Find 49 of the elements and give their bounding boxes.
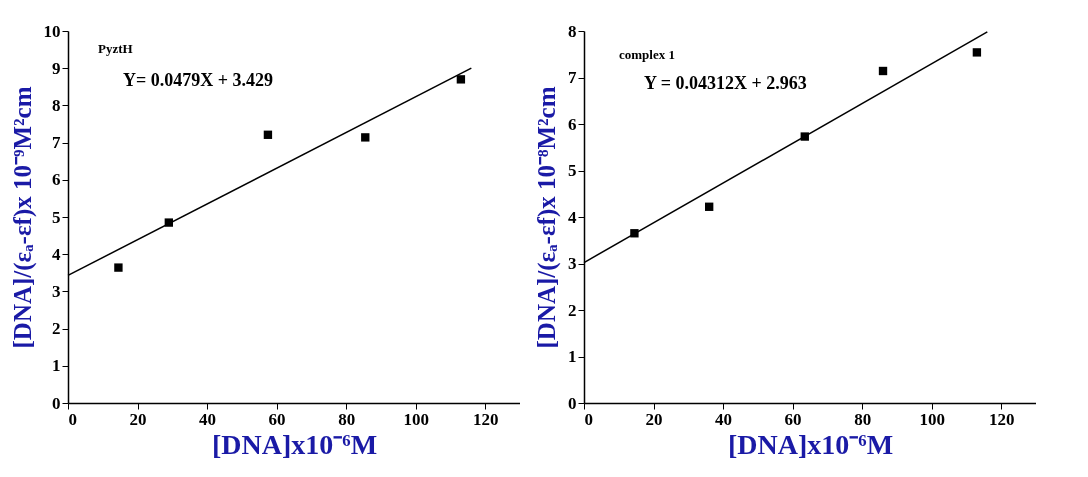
y-tick-label: 3 bbox=[52, 281, 61, 301]
y-tick-label: 0 bbox=[568, 393, 577, 413]
y-tick-label: 6 bbox=[568, 114, 577, 134]
annotation: Y= 0.0479X + 3.429 bbox=[123, 70, 274, 90]
y-tick-label: 9 bbox=[52, 58, 61, 78]
point bbox=[361, 133, 370, 142]
x-tick-label: 60 bbox=[268, 409, 286, 429]
text: PyztH bbox=[98, 41, 133, 56]
x-tick-label: 60 bbox=[784, 409, 802, 429]
point bbox=[456, 75, 466, 84]
point bbox=[704, 202, 714, 211]
x-tick-label: 0 bbox=[584, 409, 593, 429]
y-tick-label: 0 bbox=[52, 393, 61, 413]
annotation: Y = 0.04312X + 2.963 bbox=[644, 73, 807, 93]
x-tick-label: 0 bbox=[68, 409, 77, 429]
point bbox=[972, 48, 982, 57]
x-tick-label: 40 bbox=[199, 409, 217, 429]
y-tick-label: 1 bbox=[52, 356, 61, 376]
x-tick-label: 80 bbox=[854, 409, 872, 429]
x-tick-label: 20 bbox=[645, 409, 663, 429]
x-axis-title: [DNA]x10⁻⁶M bbox=[727, 428, 894, 460]
point bbox=[878, 66, 888, 76]
y-tick-label: 7 bbox=[568, 68, 577, 87]
y-tick-label: 1 bbox=[568, 347, 577, 366]
y-tick-label: 3 bbox=[568, 254, 577, 273]
y-axis-title: [DNA]/(εₐ-εf)x 10⁻⁹M²cm bbox=[8, 86, 37, 349]
x-tick-label: 120 bbox=[988, 409, 1015, 429]
y-tick-label: 4 bbox=[52, 244, 61, 264]
x-axis-title: [DNA]x10⁻⁶M bbox=[211, 428, 378, 460]
x-tick-label: 20 bbox=[129, 409, 147, 429]
point bbox=[263, 130, 273, 139]
x-tick-label: 100 bbox=[919, 409, 945, 429]
y-tick-label: 6 bbox=[52, 170, 61, 190]
point bbox=[114, 263, 123, 272]
x-tick-label: 80 bbox=[338, 409, 356, 429]
y-tick-label: 8 bbox=[52, 95, 61, 115]
y-tick-label: 7 bbox=[52, 133, 61, 153]
y-tick-label: 8 bbox=[568, 21, 577, 41]
y-tick-label: 2 bbox=[52, 319, 61, 339]
y-tick-label: 4 bbox=[568, 207, 577, 227]
x-tick-label: 100 bbox=[403, 409, 429, 429]
y-tick-label: 10 bbox=[43, 21, 61, 41]
x-tick-label: 120 bbox=[472, 409, 499, 429]
y-tick-label: 5 bbox=[568, 161, 577, 180]
y-axis-title: [DNA]/(εₐ-εf)x 10⁻⁸M²cm bbox=[533, 86, 561, 349]
text: complex 1 bbox=[619, 47, 675, 62]
y-tick-label: 5 bbox=[52, 207, 61, 227]
x-tick-label: 40 bbox=[715, 409, 733, 429]
y-tick-label: 2 bbox=[568, 300, 577, 320]
